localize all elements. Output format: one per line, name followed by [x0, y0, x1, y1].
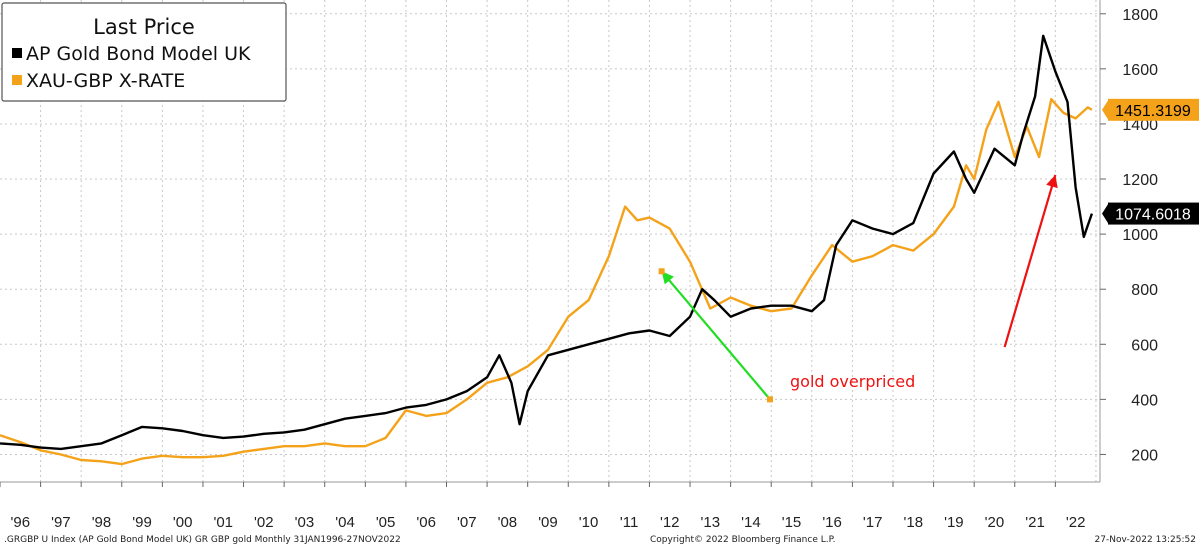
x-tick-label: '98 — [92, 514, 112, 531]
footer-right: 27-Nov-2022 13:25:52 — [1095, 535, 1196, 545]
y-tick-label: 1600 — [1122, 62, 1158, 79]
x-tick-label: '21 — [1025, 514, 1045, 531]
x-tick-label: '22 — [1066, 514, 1086, 531]
arrow-line-0 — [660, 270, 771, 401]
arrow-head-0 — [661, 271, 674, 285]
x-tick-label: '10 — [579, 514, 599, 531]
last-value-label-1: 1451.3199 — [1115, 103, 1191, 120]
x-tick-label: '06 — [416, 514, 436, 531]
x-tick-label: '00 — [173, 514, 193, 531]
x-tick-label: '12 — [660, 514, 680, 531]
x-tick-label: '11 — [620, 514, 638, 531]
y-tick-label: 200 — [1131, 447, 1158, 464]
x-tick-label: '97 — [51, 514, 71, 531]
y-tick-label: 800 — [1131, 282, 1158, 299]
series-layer — [0, 34, 1094, 466]
last-value-box-0 — [1108, 202, 1199, 225]
x-tick-label: '05 — [376, 514, 396, 531]
x-tick-label: '19 — [944, 514, 964, 531]
x-tick-label: '13 — [701, 514, 721, 531]
x-tick-label: '96 — [11, 514, 31, 531]
legend-title: Last Price — [93, 15, 195, 39]
arrow-marker-end — [658, 268, 665, 275]
x-tick-label: '03 — [295, 514, 315, 531]
x-tick-label: '09 — [538, 514, 558, 531]
arrow-line-1 — [1003, 174, 1057, 348]
annotation-gold-overpriced: gold overpriced — [790, 372, 915, 391]
legend-box — [1, 2, 287, 102]
x-tick-label: '99 — [132, 514, 152, 531]
last-value-label-0: 1074.6018 — [1115, 207, 1191, 224]
legend-swatch-series-0 — [12, 48, 22, 58]
x-tick-label: '17 — [863, 514, 883, 531]
series-line-0 — [0, 34, 1094, 451]
y-tick-label: 1800 — [1122, 7, 1158, 24]
last-value-pointer-0 — [1102, 202, 1109, 225]
x-tick-label: '18 — [904, 514, 924, 531]
x-ticks: '96 '97 '98 '99 '00 '01 '02 '03 '04 '05 '06 '07 '08 '… — [0, 482, 1085, 531]
arrow-head-1 — [1046, 174, 1058, 189]
footer-center: Copyright© 2022 Bloomberg Finance L.P. — [650, 535, 835, 545]
last-value-pointer-1 — [1102, 98, 1109, 121]
y-ticks: 200 400 600 800 1000 1200 1400 1600 1800 — [1100, 7, 1158, 464]
legend: Last Price AP Gold Bond Model UK XAU-GBP… — [1, 2, 287, 102]
x-tick-label: '20 — [985, 514, 1005, 531]
x-tick-label: '07 — [457, 514, 477, 531]
x-tick-label: '08 — [498, 514, 518, 531]
x-tick-label: '02 — [254, 514, 274, 531]
x-tick-label: '14 — [741, 514, 761, 531]
x-tick-label: '01 — [213, 514, 233, 531]
y-tick-label: 400 — [1131, 392, 1158, 409]
y-tick-label: 1000 — [1122, 227, 1158, 244]
x-tick-label: '04 — [335, 514, 355, 531]
x-tick-label: '16 — [822, 514, 842, 531]
arrow-marker-start — [767, 396, 773, 403]
x-tick-label: '15 — [782, 514, 802, 531]
y-tick-label: 1400 — [1122, 117, 1158, 134]
last-value-box-1 — [1108, 98, 1199, 121]
footer-left: .GRGBP U Index (AP Gold Bond Model UK) G… — [4, 535, 401, 545]
series-line-1 — [0, 98, 1093, 466]
legend-label-series-1: XAU-GBP X-RATE — [26, 70, 185, 92]
legend-label-series-0: AP Gold Bond Model UK — [26, 43, 251, 65]
y-tick-label: 1200 — [1122, 172, 1158, 189]
arrows-layer — [658, 174, 1058, 403]
legend-swatch-series-1 — [12, 75, 22, 85]
y-tick-label: 600 — [1131, 337, 1158, 354]
last-value-labels: 1074.6018 1451.3199 — [1102, 98, 1199, 225]
